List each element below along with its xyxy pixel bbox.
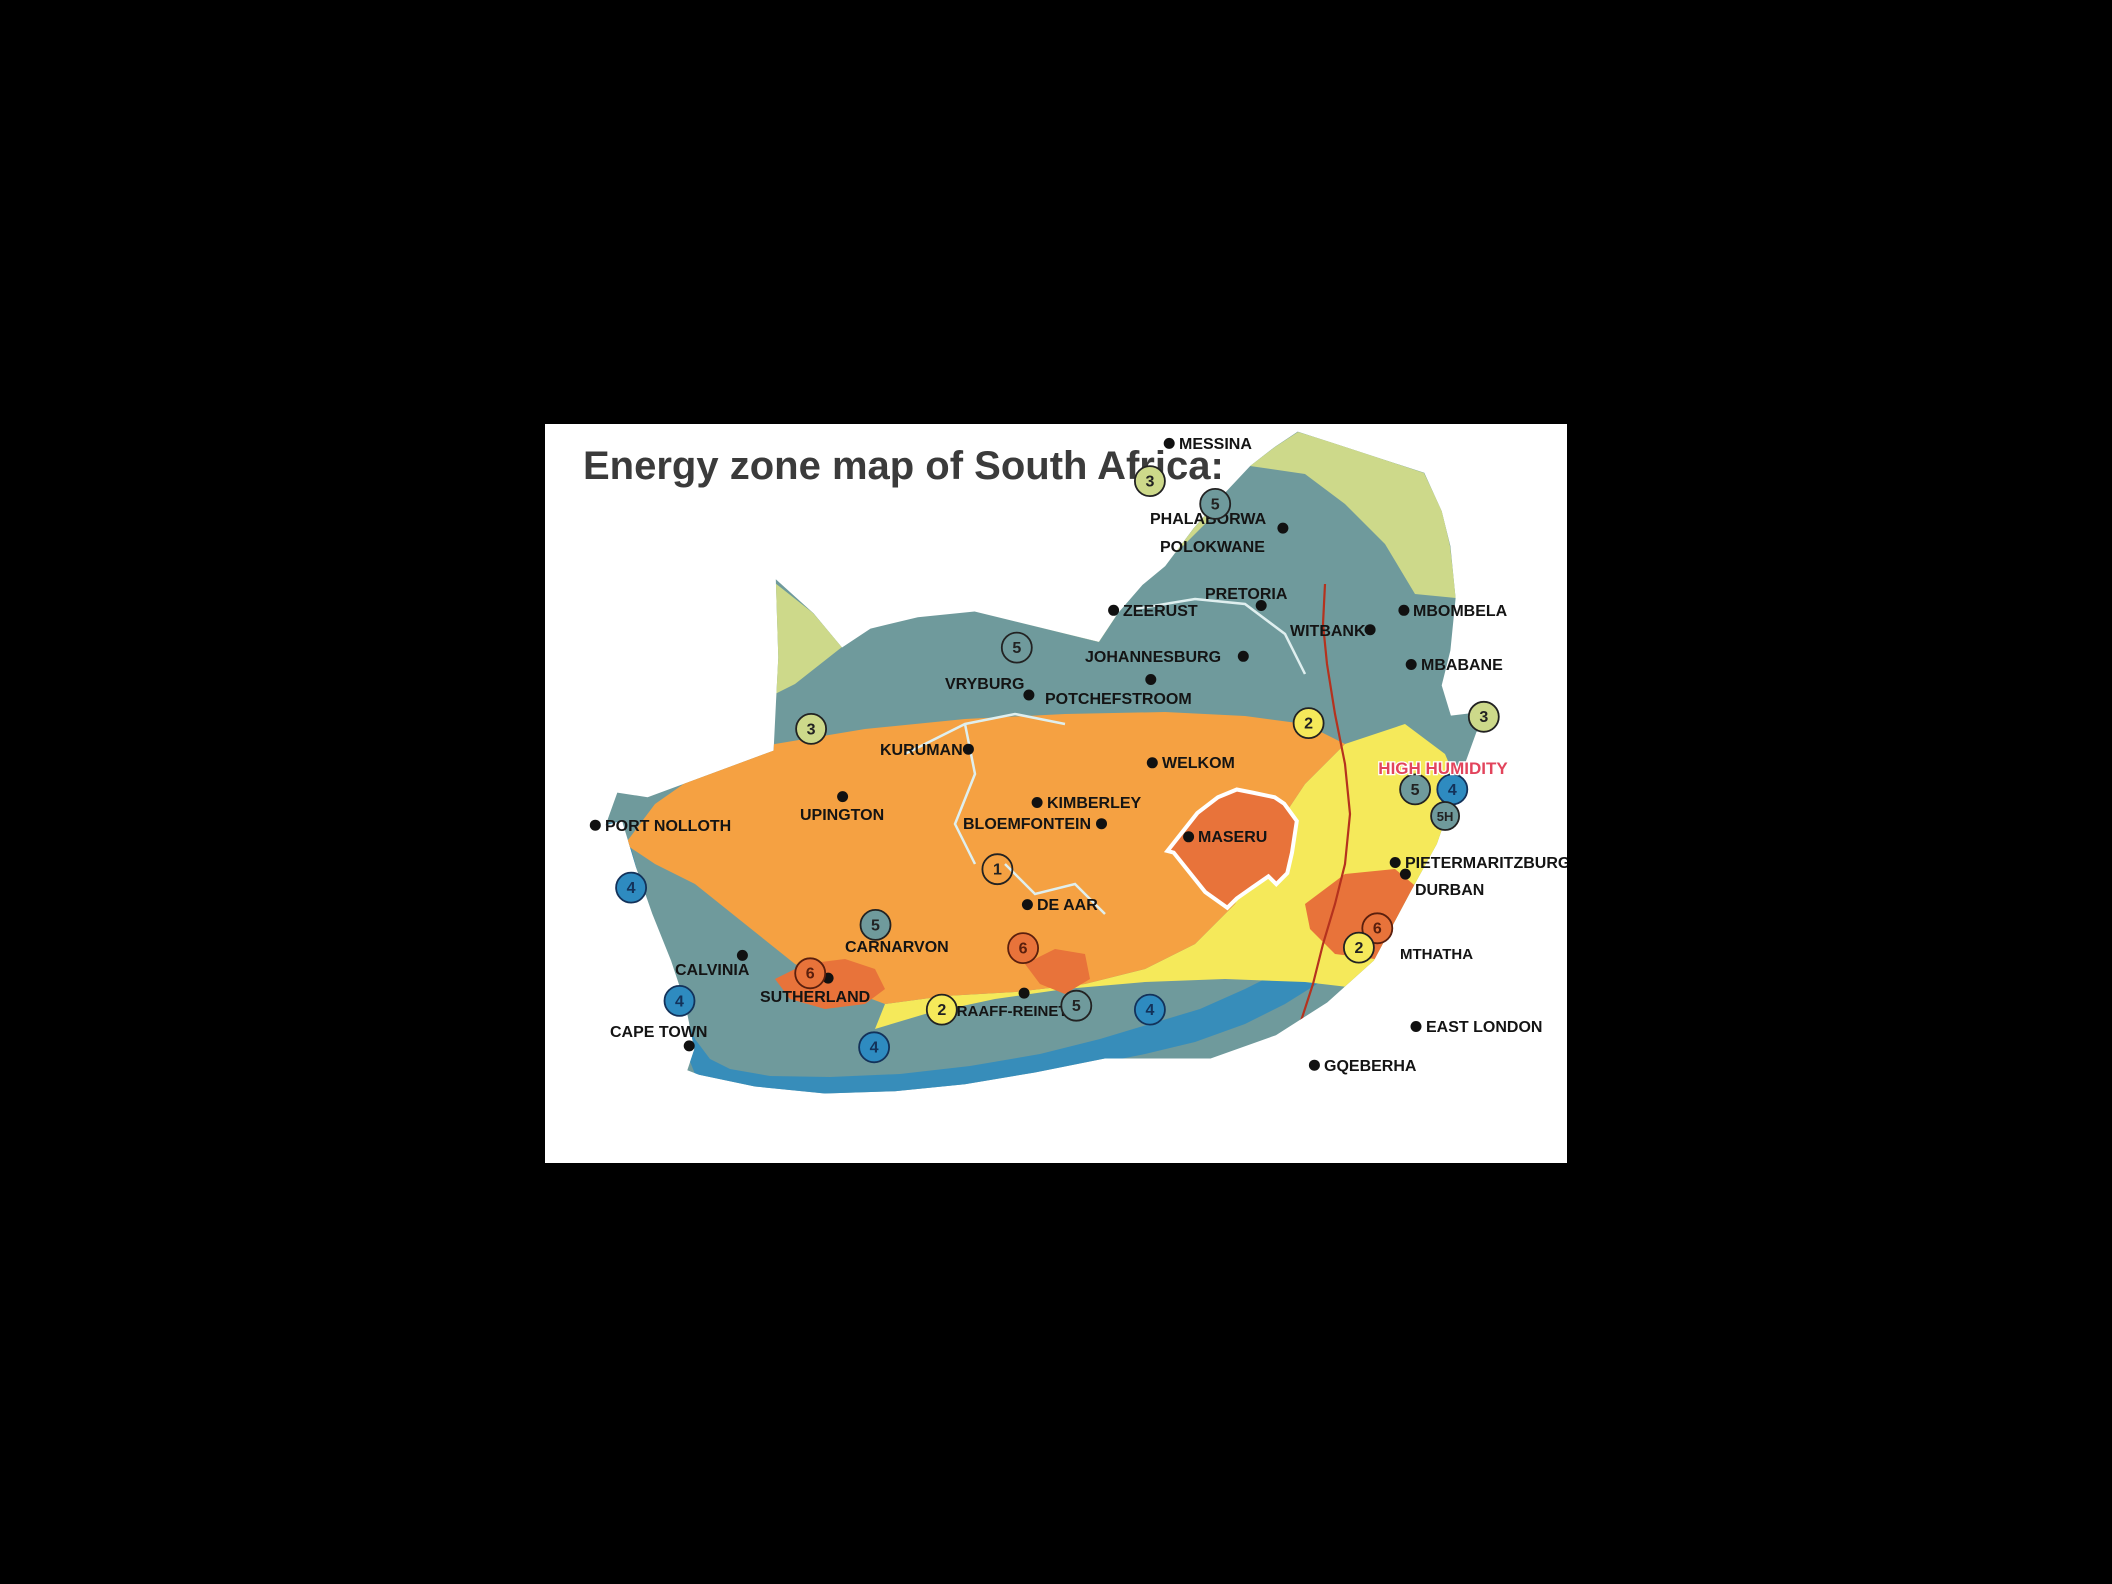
svg-text:ZEERUST: ZEERUST [1123,603,1198,620]
svg-text:WITBANK: WITBANK [1290,623,1366,640]
svg-text:3: 3 [807,721,816,738]
svg-text:3: 3 [1145,474,1154,491]
svg-text:MTHATHA: MTHATHA [1400,946,1473,963]
svg-text:MESSINA: MESSINA [1179,436,1252,453]
svg-text:GRAAFF-REINET: GRAAFF-REINET [945,1003,1068,1020]
svg-text:4: 4 [1448,782,1457,799]
svg-text:CAPE TOWN: CAPE TOWN [610,1024,707,1041]
svg-text:CARNARVON: CARNARVON [845,939,949,956]
svg-text:4: 4 [675,993,684,1010]
svg-text:CALVINIA: CALVINIA [675,962,750,979]
svg-text:4: 4 [1145,1002,1154,1019]
svg-text:UPINGTON: UPINGTON [800,807,884,824]
svg-text:MBABANE: MBABANE [1421,657,1503,674]
svg-text:PORT NOLLOTH: PORT NOLLOTH [605,818,731,835]
svg-text:2: 2 [1354,940,1363,957]
svg-text:5: 5 [1012,640,1021,657]
svg-text:GQEBERHA: GQEBERHA [1324,1058,1417,1075]
svg-text:KURUMAN: KURUMAN [880,742,963,759]
svg-text:5: 5 [871,917,880,934]
svg-text:MASERU: MASERU [1198,829,1267,846]
svg-text:4: 4 [627,880,636,897]
svg-text:4: 4 [870,1040,879,1057]
svg-text:PRETORIA: PRETORIA [1205,586,1288,603]
svg-text:5: 5 [1072,998,1081,1015]
svg-text:POTCHEFSTROOM: POTCHEFSTROOM [1045,691,1192,708]
svg-text:2: 2 [937,1002,946,1019]
svg-text:BLOEMFONTEIN: BLOEMFONTEIN [963,816,1091,833]
svg-text:SUTHERLAND: SUTHERLAND [760,989,870,1006]
svg-text:2: 2 [1304,716,1313,733]
svg-text:MBOMBELA: MBOMBELA [1413,603,1508,620]
svg-text:5H: 5H [1437,809,1454,824]
svg-text:6: 6 [1019,941,1028,958]
svg-text:DE AAR: DE AAR [1037,897,1098,914]
svg-text:1: 1 [993,862,1002,879]
svg-text:EAST LONDON: EAST LONDON [1426,1019,1542,1036]
svg-text:HIGH HUMIDITY: HIGH HUMIDITY [1378,759,1508,778]
svg-text:6: 6 [806,966,815,983]
svg-text:DURBAN: DURBAN [1415,882,1484,899]
svg-text:VRYBURG: VRYBURG [945,676,1024,693]
svg-text:JOHANNESBURG: JOHANNESBURG [1085,649,1221,666]
svg-text:3: 3 [1479,709,1488,726]
svg-text:KIMBERLEY: KIMBERLEY [1047,795,1142,812]
svg-text:6: 6 [1373,921,1382,938]
svg-text:PIETERMARITZBURG: PIETERMARITZBURG [1405,855,1567,872]
svg-text:5: 5 [1211,496,1220,513]
svg-text:WELKOM: WELKOM [1162,755,1235,772]
svg-text:POLOKWANE: POLOKWANE [1160,539,1265,556]
svg-text:5: 5 [1411,782,1420,799]
